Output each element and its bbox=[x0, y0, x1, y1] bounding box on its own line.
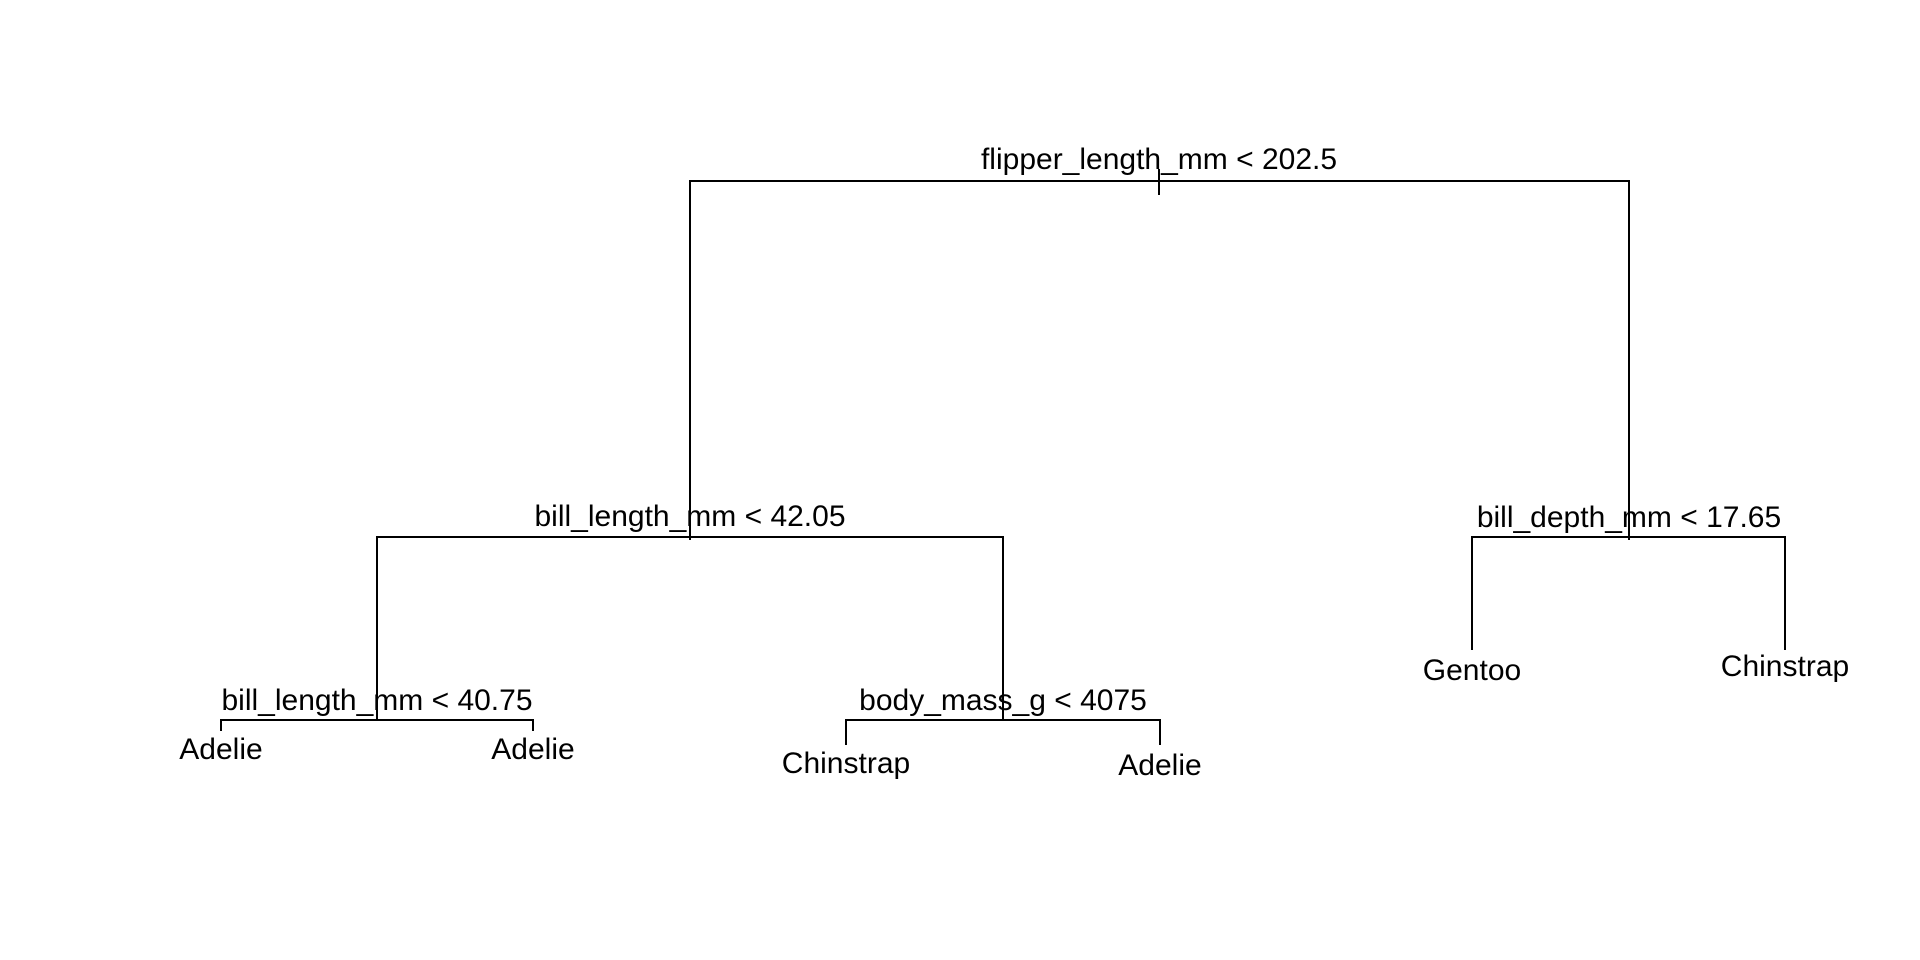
root-branch bbox=[689, 180, 1630, 540]
leaf-gentoo: Gentoo bbox=[1423, 654, 1521, 687]
leaf-chinstrap-left: Chinstrap bbox=[782, 747, 910, 780]
left-node-split-label: bill_length_mm < 42.05 bbox=[534, 500, 845, 533]
left-left-node-split-label: bill_length_mm < 40.75 bbox=[221, 684, 532, 717]
root-split-label: flipper_length_mm < 202.5 bbox=[981, 143, 1337, 176]
right-node-split-label: bill_depth_mm < 17.65 bbox=[1477, 501, 1781, 534]
left-right-node: body_mass_g < 4075 Chinstrap Adelie bbox=[782, 684, 1202, 782]
left-left-node: bill_length_mm < 40.75 Adelie Adelie bbox=[179, 684, 574, 766]
right-node: bill_depth_mm < 17.65 Gentoo Chinstrap bbox=[1423, 501, 1849, 687]
left-node-branch bbox=[376, 536, 1004, 720]
right-node-branch bbox=[1471, 536, 1786, 650]
leaf-adelie-3: Adelie bbox=[1118, 749, 1201, 782]
leaf-adelie-1: Adelie bbox=[179, 733, 262, 766]
left-left-node-branch bbox=[220, 719, 534, 731]
left-right-node-branch bbox=[845, 719, 1161, 745]
leaf-chinstrap-right: Chinstrap bbox=[1721, 650, 1849, 683]
left-right-node-split-label: body_mass_g < 4075 bbox=[859, 684, 1147, 717]
leaf-adelie-2: Adelie bbox=[491, 733, 574, 766]
root-node: flipper_length_mm < 202.5 bbox=[689, 143, 1630, 540]
left-node: bill_length_mm < 42.05 bbox=[376, 500, 1004, 720]
